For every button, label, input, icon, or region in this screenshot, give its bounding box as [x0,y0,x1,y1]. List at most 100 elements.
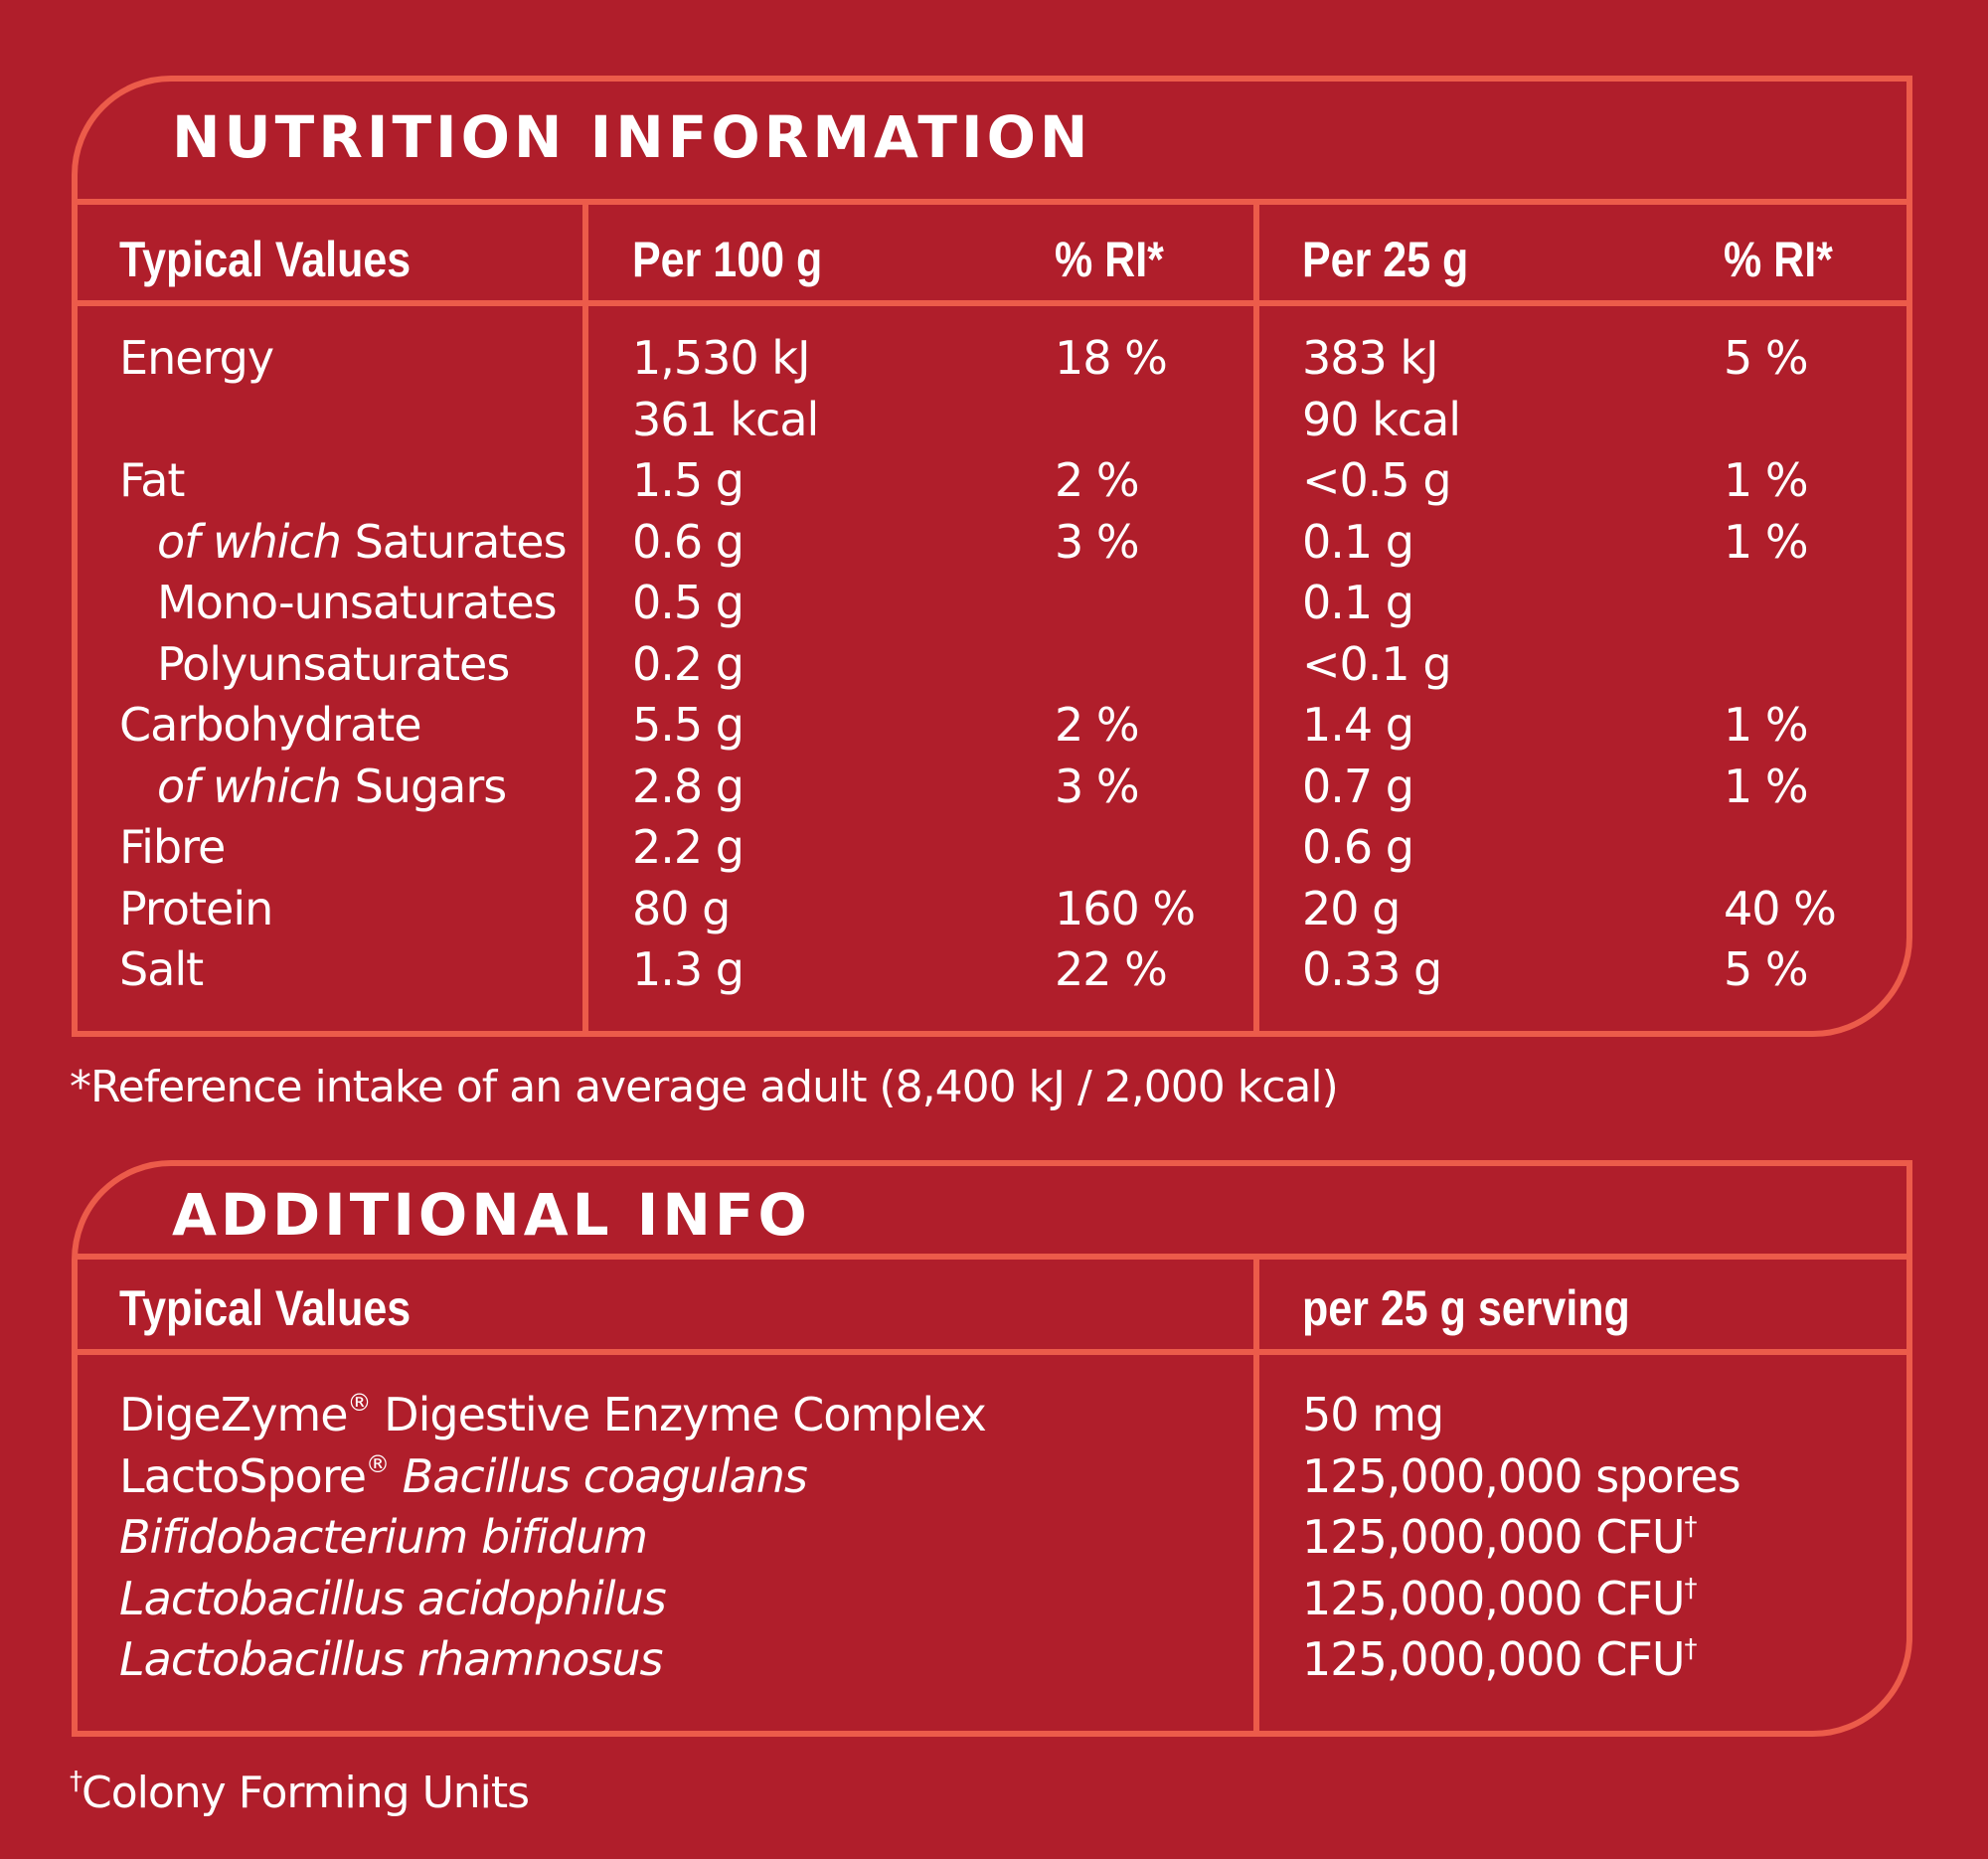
value-per-25g: 0.7 g [1302,759,1414,813]
ingredient-label: DigeZyme® Digestive Enzyme Complex [119,1388,987,1441]
nutrient-name: Sugars [340,759,508,813]
ingredient-amount: 125,000,000 CFU† [1302,1632,1698,1686]
nutrient-name: Saturates [340,514,568,569]
header-per-25g: Per 25 g [1302,232,1469,287]
nutrient-label: of which Sugars [157,759,508,813]
amount-value: 125,000,000 spores [1302,1448,1741,1503]
value-per-100g: 361 kcal [632,392,819,446]
ingredient-brand: DigeZyme [119,1388,349,1441]
column-divider [582,199,588,1031]
divider [78,199,1906,205]
value-per-100g: 5.5 g [632,698,745,752]
value-per-25g: <0.1 g [1302,636,1452,691]
amount-value: 125,000,000 CFU [1302,1571,1686,1625]
ingredient-label: Lactobacillus acidophilus [119,1571,667,1625]
header-per-100g: Per 100 g [632,232,823,287]
value-per-100g: 0.6 g [632,514,745,569]
nutrient-name: Carbohydrate [119,698,422,752]
nutrient-label: Salt [119,942,204,996]
additional-title: ADDITIONAL INFO [172,1181,811,1249]
nutrient-name: Protein [119,881,273,935]
value-per-25g: 90 kcal [1302,392,1461,446]
ri-per-25g: 1 % [1724,698,1809,752]
nutrient-name: Polyunsaturates [157,636,510,691]
ingredient-label: LactoSpore® Bacillus coagulans [119,1448,808,1503]
ri-per-25g: 1 % [1724,514,1809,569]
nutrient-name: Salt [119,942,204,996]
nutrient-label: Fibre [119,820,226,874]
ingredient-species: Lactobacillus rhamnosus [119,1632,663,1686]
divider [78,300,1906,306]
value-per-100g: 1.3 g [632,942,745,996]
ri-per-100g: 2 % [1055,698,1140,752]
ingredient-amount: 125,000,000 CFU† [1302,1571,1698,1625]
nutrient-name: Mono-unsaturates [157,576,558,629]
nutrient-name: Energy [119,331,274,385]
additional-info-panel: ADDITIONAL INFO Typical Values per 25 g … [72,1160,1912,1737]
header-ri-100g: % RI* [1055,232,1164,287]
nutrient-label: Fat [119,453,185,507]
nutrition-information-panel: NUTRITION INFORMATION Typical Values Per… [72,76,1912,1037]
header-typical-values: Typical Values [119,232,412,287]
nutrient-label: of which Saturates [157,514,568,569]
nutrient-label: Polyunsaturates [157,636,510,691]
nutrient-label: Mono-unsaturates [157,576,558,629]
nutrient-name: Fibre [119,820,226,874]
value-per-25g: 1.4 g [1302,698,1414,752]
ingredient-species: Lactobacillus acidophilus [119,1571,667,1625]
value-per-100g: 0.5 g [632,576,745,629]
ri-per-100g: 22 % [1055,942,1168,996]
value-per-25g: 0.1 g [1302,576,1414,629]
cfu-footnote: †Colony Forming Units [70,1767,530,1818]
value-per-25g: 0.6 g [1302,820,1414,874]
value-per-100g: 1,530 kJ [632,331,811,385]
nutrient-label: Carbohydrate [119,698,422,752]
amount-value: 50 mg [1302,1388,1444,1441]
header-typical-values: Typical Values [119,1280,412,1336]
nutrient-label: Energy [119,331,274,385]
ri-per-100g: 160 % [1055,881,1196,935]
registered-mark: ® [347,1389,372,1417]
ri-per-25g: 1 % [1724,759,1809,813]
column-divider [1253,199,1259,1031]
ingredient-amount: 50 mg [1302,1388,1444,1441]
ri-per-25g: 5 % [1724,331,1809,385]
ri-per-100g: 2 % [1055,453,1140,507]
ingredient-label: Bifidobacterium bifidum [119,1510,648,1564]
ri-per-25g: 5 % [1724,942,1809,996]
nutrition-title: NUTRITION INFORMATION [172,103,1092,171]
column-divider [1253,1254,1259,1731]
ingredient-label: Lactobacillus rhamnosus [119,1632,663,1686]
ingredient-species: Bacillus coagulans [389,1448,808,1503]
dagger-mark: † [70,1767,83,1796]
value-per-100g: 2.2 g [632,820,745,874]
reference-intake-footnote: *Reference intake of an average adult (8… [70,1062,1339,1112]
ri-per-25g: 40 % [1724,881,1837,935]
nutrient-qualifier: of which [157,759,342,813]
header-ri-25g: % RI* [1724,232,1833,287]
dagger-mark: † [1684,1634,1698,1664]
ri-per-25g: 1 % [1724,453,1809,507]
value-per-25g: 0.1 g [1302,514,1414,569]
value-per-100g: 2.8 g [632,759,745,813]
header-per-serving: per 25 g serving [1302,1280,1630,1336]
value-per-25g: 383 kJ [1302,331,1439,385]
dagger-mark: † [1684,1512,1698,1542]
ri-per-100g: 3 % [1055,759,1140,813]
amount-value: 125,000,000 CFU [1302,1510,1686,1564]
cfu-footnote-text: Colony Forming Units [82,1768,530,1818]
nutrient-qualifier: of which [157,514,342,569]
amount-value: 125,000,000 CFU [1302,1632,1686,1686]
nutrient-label: Protein [119,881,273,935]
value-per-100g: 80 g [632,881,731,935]
value-per-25g: 20 g [1302,881,1401,935]
value-per-25g: 0.33 g [1302,942,1442,996]
divider [78,1254,1906,1260]
ri-per-100g: 18 % [1055,331,1168,385]
ingredient-amount: 125,000,000 spores [1302,1448,1741,1503]
ingredient-brand: LactoSpore [119,1448,367,1503]
dagger-mark: † [1684,1573,1698,1604]
divider [78,1349,1906,1355]
ri-per-100g: 3 % [1055,514,1140,569]
ingredient-amount: 125,000,000 CFU† [1302,1510,1698,1564]
